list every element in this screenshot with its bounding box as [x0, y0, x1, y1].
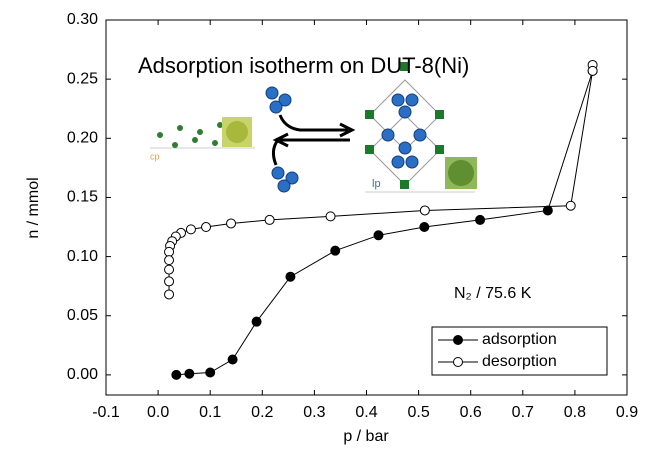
data-point	[251, 316, 262, 327]
data-point	[542, 205, 553, 216]
data-point	[419, 205, 430, 216]
x-tick-label: 0.9	[616, 404, 638, 421]
x-tick-label: 0.6	[460, 404, 482, 421]
data-point	[330, 245, 341, 256]
x-tick-label: 0.8	[564, 404, 586, 421]
data-point	[419, 222, 430, 233]
legend-label: desorption	[482, 353, 557, 370]
y-tick-label: 0.20	[67, 130, 98, 147]
x-tick-label: -0.1	[92, 404, 120, 421]
x-tick-label: 0.2	[251, 404, 273, 421]
data-point	[164, 289, 175, 300]
y-tick-label: 0.05	[67, 307, 98, 324]
x-tick-label: 0.0	[147, 404, 169, 421]
y-tick-label: 0.30	[67, 11, 98, 28]
data-point	[171, 369, 182, 380]
x-tick-label: 0.5	[407, 404, 429, 421]
data-point	[565, 200, 576, 211]
annotation: N₂ / 75.6 K	[454, 285, 532, 302]
data-point	[226, 218, 237, 229]
data-point	[164, 264, 175, 275]
x-tick-label: 0.1	[199, 404, 221, 421]
data-point	[475, 214, 486, 225]
legend-label: adsorption	[482, 331, 557, 348]
data-point	[373, 230, 384, 241]
data-point	[164, 276, 175, 287]
data-point	[201, 222, 212, 233]
y-tick-label: 0.25	[67, 70, 98, 87]
series-line	[168, 64, 594, 295]
legend-marker	[453, 335, 463, 345]
inset-illustration	[150, 62, 477, 193]
y-tick-label: 0.00	[67, 366, 98, 383]
data-point	[325, 211, 336, 222]
data-point	[184, 368, 195, 379]
annotation: lp	[372, 178, 381, 190]
data-point	[587, 65, 598, 76]
chart-title: Adsorption isotherm on DUT-8(Ni)	[138, 53, 469, 78]
annotation: cp	[150, 151, 160, 161]
data-point	[164, 255, 175, 266]
data-point	[164, 246, 175, 257]
x-axis-label: p / bar	[343, 428, 389, 445]
x-tick-label: 0.7	[512, 404, 534, 421]
data-point	[227, 354, 238, 365]
y-tick-label: 0.15	[67, 189, 98, 206]
y-tick-label: 0.10	[67, 248, 98, 265]
data-point	[205, 367, 216, 378]
legend-marker	[453, 357, 463, 367]
data-point	[285, 271, 296, 282]
x-tick-label: 0.3	[303, 404, 325, 421]
x-tick-label: 0.4	[355, 404, 377, 421]
legend-box	[431, 326, 608, 376]
y-axis-label: n / mmol	[25, 177, 42, 238]
data-point	[264, 214, 275, 225]
data-point	[185, 224, 196, 235]
